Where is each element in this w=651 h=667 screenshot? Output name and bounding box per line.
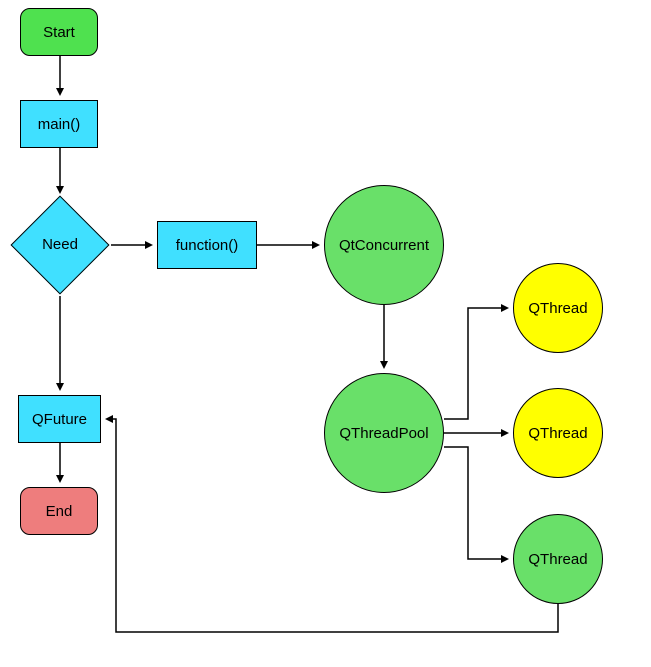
arrowhead-start-main xyxy=(56,88,64,96)
arrowhead-qthreadpool-qthread2 xyxy=(501,429,509,437)
node-qthread-1-label: QThread xyxy=(528,300,587,317)
node-need-label-wrap: Need xyxy=(11,196,110,295)
arrowhead-need-function xyxy=(145,241,153,249)
node-main-label: main() xyxy=(38,116,81,133)
node-qthreadpool: QThreadPool xyxy=(324,373,444,493)
node-qfuture-label: QFuture xyxy=(32,411,87,428)
node-qtconcurrent-label: QtConcurrent xyxy=(339,237,429,254)
arrowhead-qfuture-end xyxy=(56,475,64,483)
arrowhead-need-qfuture xyxy=(56,383,64,391)
arrowhead-qthreadpool-qthread1 xyxy=(501,304,509,312)
node-qthread-3-label: QThread xyxy=(528,551,587,568)
node-function-label: function() xyxy=(176,237,239,254)
arrowhead-qthreadpool-qthread3 xyxy=(501,555,509,563)
node-qthread-3: QThread xyxy=(513,514,603,604)
node-end-label: End xyxy=(46,503,73,520)
node-qthreadpool-label: QThreadPool xyxy=(339,425,428,442)
node-qfuture: QFuture xyxy=(18,395,101,443)
node-qthread-2-label: QThread xyxy=(528,425,587,442)
node-qthread-1: QThread xyxy=(513,263,603,353)
node-qthread-2: QThread xyxy=(513,388,603,478)
node-need-label: Need xyxy=(42,236,78,253)
node-main: main() xyxy=(20,100,98,148)
arrowhead-main-need xyxy=(56,186,64,194)
arrowhead-qthread3-qfuture xyxy=(105,415,113,423)
node-start-label: Start xyxy=(43,24,75,41)
arrowhead-function-qtconcurrent xyxy=(312,241,320,249)
edge-qthreadpool-qthread1 xyxy=(444,308,501,419)
arrowhead-qtconcurrent-qthreadpool xyxy=(380,361,388,369)
node-start: Start xyxy=(20,8,98,56)
node-function: function() xyxy=(157,221,257,269)
flowchart-canvas: Start main() Need function() QtConcurren… xyxy=(0,0,651,667)
node-end: End xyxy=(20,487,98,535)
edge-qthreadpool-qthread3 xyxy=(444,447,501,559)
node-qtconcurrent: QtConcurrent xyxy=(324,185,444,305)
